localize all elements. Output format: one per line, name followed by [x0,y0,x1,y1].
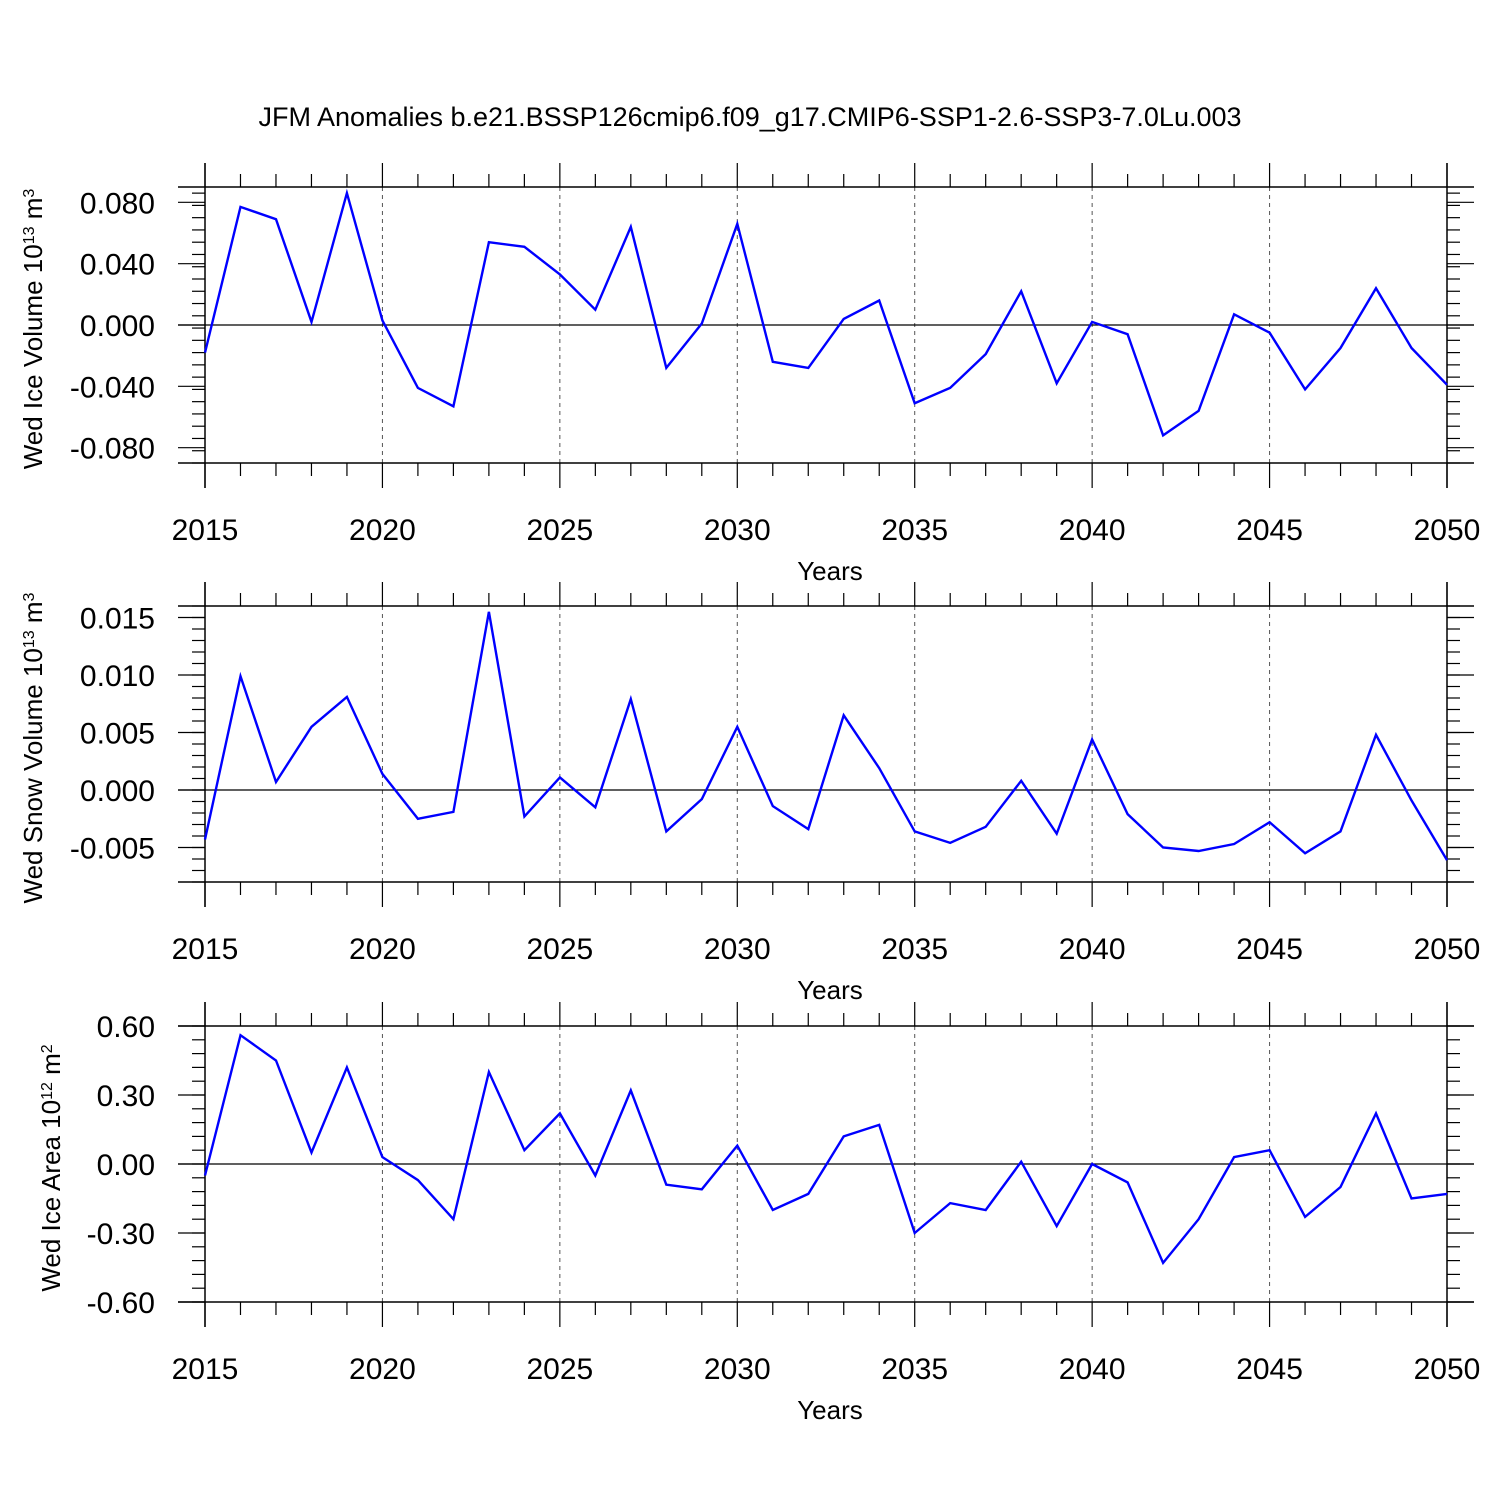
y-tick-label: 0.005 [80,718,155,751]
x-tick-label: 2015 [172,933,239,966]
x-tick-label: 2045 [1236,933,1303,966]
x-tick-label: 2025 [526,933,593,966]
x-axis-label: Years [797,975,863,1005]
x-tick-label: 2050 [1414,933,1481,966]
y-tick-label: -0.080 [70,433,155,466]
y-tick-label: 0.015 [80,603,155,636]
y-axis-label: Wed Snow Volume 1013 m3 [18,592,48,903]
x-tick-label: 2030 [704,514,771,547]
y-tick-label: 0.000 [80,310,155,343]
x-tick-label: 2020 [349,933,416,966]
panel-2: -0.005 0.000 0.005 0.010 0.015 2015 2020 2025 20… [18,582,1480,1005]
y-tick-label: -0.30 [87,1218,155,1251]
x-tick-label: 2045 [1236,514,1303,547]
x-tick-label: 2025 [526,514,593,547]
x-axis-label: Years [797,1395,863,1425]
x-tick-label: 2030 [704,1353,771,1386]
y-tick-label: 0.000 [80,775,155,808]
x-tick-label: 2015 [172,514,239,547]
x-tick-label: 2030 [704,933,771,966]
x-tick-label: 2050 [1414,514,1481,547]
figure-title: JFM Anomalies b.e21.BSSP126cmip6.f09_g17… [258,102,1241,132]
x-tick-label: 2035 [881,1353,948,1386]
x-axis-label: Years [797,556,863,586]
series-line [203,611,1449,861]
x-tick-label: 2040 [1059,514,1126,547]
panel-3: -0.60 -0.30 0.00 0.30 0.60 2015 2020 2025 2030 20… [36,1002,1480,1425]
y-tick-label: -0.60 [87,1287,155,1320]
y-tick-label: 0.00 [97,1149,155,1182]
x-tick-label: 2040 [1059,933,1126,966]
panels: -0.080 -0.040 0.000 0.040 0.080 2015 2020 2025 2… [18,163,1480,1425]
x-tick-label: 2020 [349,1353,416,1386]
x-tick-label: 2040 [1059,1353,1126,1386]
x-tick-label: 2020 [349,514,416,547]
y-tick-label: 0.080 [80,187,155,220]
series-line [203,188,1448,438]
x-tick-label: 2050 [1414,1353,1481,1386]
y-tick-label: 0.010 [80,660,155,693]
y-tick-label: -0.040 [70,371,155,404]
y-axis-label: Wed Ice Area 1012 m2 [36,1044,66,1291]
panel-1: -0.080 -0.040 0.000 0.040 0.080 2015 2020 2025 2… [18,163,1480,586]
x-tick-label: 2035 [881,933,948,966]
y-tick-label: -0.005 [70,833,155,866]
series-line [203,1033,1448,1266]
x-tick-label: 2045 [1236,1353,1303,1386]
x-tick-label: 2015 [172,1353,239,1386]
y-tick-label: 0.30 [97,1080,155,1113]
y-tick-label: 0.040 [80,249,155,282]
y-axis-label: Wed Ice Volume 1013 m3 [18,189,48,470]
x-tick-label: 2025 [526,1353,593,1386]
y-tick-label: 0.60 [97,1011,155,1044]
x-tick-label: 2035 [881,514,948,547]
